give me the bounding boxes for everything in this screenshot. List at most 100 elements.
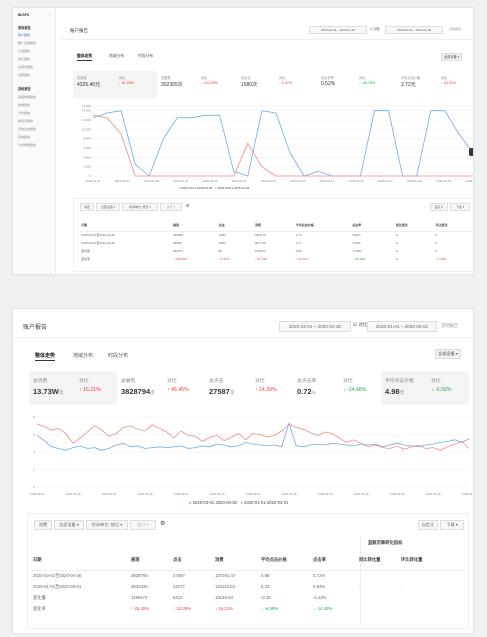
cell: 1580	[218, 233, 226, 238]
compare-checkbox[interactable]: ☑ 对比	[370, 27, 381, 31]
device-select[interactable]: 全部设备 ▾	[96, 203, 120, 211]
compare-checkbox[interactable]: ☑ 对比	[353, 322, 368, 327]
cell: 1648.01	[254, 249, 266, 253]
tab-time[interactable]: 时段分布	[138, 54, 154, 58]
custom-report-link[interactable]: 定制报告	[449, 27, 462, 31]
scroll-tab-icon[interactable]	[469, 148, 473, 156]
expand-select[interactable]: 展开 ▾	[160, 203, 182, 211]
metric-select[interactable]: 消费	[34, 520, 52, 530]
col-header[interactable]: 点击率	[313, 556, 326, 562]
compare-date-range-picker[interactable]: 2025-03-01 ~ 2025-03-28	[385, 26, 443, 34]
col-header: 环比转化量	[401, 556, 423, 562]
tab-region[interactable]: 地域分布	[73, 353, 94, 359]
compare-value: ↓ -14.48%	[343, 387, 367, 393]
compare-label: 对比	[279, 76, 286, 80]
y-tick-label: 2	[33, 468, 35, 472]
y-tick-label: 0	[33, 485, 35, 489]
x-tick-label: 2025.04.17	[319, 179, 334, 183]
sidebar-item[interactable]: 关键词报告	[18, 65, 34, 69]
cell: 0	[395, 257, 398, 261]
tab-time[interactable]: 时段分布	[108, 353, 129, 359]
compare-value: ↑ 53.31%	[441, 81, 456, 85]
metric-card-active[interactable]: 平均点击价格 4.98元 对比 ↓ -6.58%	[381, 371, 469, 405]
sidebar-item[interactable]: 蓝鲸效果报告	[18, 95, 37, 99]
col-header[interactable]: 消费	[215, 556, 224, 562]
metric-label: 总点击	[241, 76, 251, 80]
col-header[interactable]: 消费	[254, 222, 261, 227]
settings-icon[interactable]: ⚙	[186, 203, 190, 208]
col-header[interactable]: 点击	[173, 556, 182, 562]
cell	[358, 603, 400, 614]
metric-card[interactable]: 总展现 302365次 对比 ↑ 203.59%	[157, 71, 238, 98]
sidebar-item[interactable]: 推广监测报告	[18, 41, 37, 45]
tab-overall-trend[interactable]: 整体走势	[35, 353, 56, 361]
metric-card[interactable]: 总消费 13.73W元 对比 ↑ 16.21%	[29, 371, 118, 405]
metric-card[interactable]: 总点击率 0.52% 对比 ↓ -65.29%	[317, 71, 398, 98]
compare-date-range-picker[interactable]: 2020-01-01 ~ 2020-03-01	[367, 321, 437, 332]
download-button[interactable]: 下载 ▾	[440, 520, 464, 530]
compare-value: ↑ 5.37%	[279, 81, 292, 85]
sidebar-item[interactable]: 创意报告	[18, 73, 31, 77]
col-header[interactable]: 平均点击价格	[261, 556, 287, 562]
table-row: 变化率 ↑ 203.59% ↑ 5.37% ↑ 61.54% ↑ 53.31% ↓ -65…	[80, 255, 473, 263]
device-filter[interactable]: 全部设备 ▾	[441, 53, 463, 61]
metric-card[interactable]: 平均点击价格 2.72元 对比 ↑ 53.31%	[397, 71, 473, 98]
tab-overall-trend[interactable]: 整体走势	[77, 54, 93, 61]
x-tick-label: 2025.04.15	[290, 179, 305, 183]
custom-report-link[interactable]: 定制报告	[441, 323, 459, 328]
metric-card[interactable]: 总点击率 0.72% 对比 ↓ -14.48%	[293, 371, 382, 405]
tab-region[interactable]: 地域分布	[109, 54, 125, 58]
metric-card[interactable]: 总消费 4325.46元 对比 ↑ 61.54%	[73, 71, 158, 98]
metric-number: 13.73W	[33, 387, 59, 396]
page-title: 账户报告	[23, 325, 48, 331]
metric-card[interactable]: 总点击 27587次 对比 ↑ 24.39%	[205, 371, 294, 405]
time-unit-select[interactable]: 时间单位: 按日 ▾	[86, 520, 128, 530]
device-select[interactable]: 全部设备 ▾	[54, 520, 84, 530]
date-range-picker[interactable]: 2025-04-01 ~ 2025-04-28	[309, 26, 367, 34]
customize-button[interactable]: 自定义	[418, 520, 438, 530]
sidebar-item[interactable]: 单元报告	[18, 57, 31, 61]
cell: 2020-01-01至2020-03-01	[33, 583, 82, 589]
metrics-strip: 总消费 4325.46元 对比 ↑ 61.54% 总展现 302365次 对比 …	[73, 71, 473, 98]
col-header[interactable]: 展现	[173, 222, 180, 227]
metric-value: 4325.46元	[77, 82, 101, 88]
download-button[interactable]: 下载 ▾	[450, 203, 470, 211]
legend-label: 2025-04-01-2025-04-28	[180, 186, 213, 190]
sidebar-item[interactable]: 定向报告	[18, 135, 31, 139]
collapse-icon[interactable]: «	[49, 12, 51, 16]
settings-icon[interactable]: ⚙	[160, 521, 166, 527]
cell: 1.51%	[352, 241, 361, 245]
sidebar-item-account-report[interactable]: 账户报告	[18, 33, 31, 37]
metric-value: 3828794次	[121, 387, 155, 396]
expand-select[interactable]: 展开 ▾	[130, 520, 156, 530]
cell: 0.95	[295, 249, 302, 253]
metric-label: 总展现	[161, 76, 171, 80]
col-header[interactable]: 平均点击价格	[295, 222, 314, 227]
sidebar-item[interactable]: 无效点击报告	[18, 127, 37, 131]
divider	[360, 536, 361, 626]
sidebar-item[interactable]: 分时报告	[18, 111, 31, 115]
cell: 变化率	[33, 605, 46, 611]
table-row: 2025-04-01至2025-04-28 302365 1580 4325.46 2.…	[80, 231, 473, 239]
metric-value: 302365次	[161, 82, 183, 88]
device-filter[interactable]: 全部设备 ▾	[435, 349, 462, 359]
sidebar-item[interactable]: 计划报告	[18, 49, 31, 53]
cell: 2025-03-01至2025-03-28	[81, 241, 115, 245]
x-tick-label: 2020.03.16	[137, 492, 152, 496]
sidebar-item[interactable]: 地域报告	[18, 103, 31, 107]
col-header[interactable]: 展现	[131, 556, 140, 562]
y-tick-label: 0	[89, 174, 91, 178]
x-tick-label: 2020.03.21	[173, 492, 188, 496]
metric-select[interactable]: 消费	[80, 203, 94, 211]
cell: -	[359, 584, 361, 589]
metric-card[interactable]: 总点击 1580次 对比 ↑ 5.37%	[237, 71, 318, 98]
col-header[interactable]: 点击	[218, 222, 225, 227]
date-range-picker[interactable]: 2020-03-01 ~ 2020-04-30	[279, 321, 351, 332]
metric-card[interactable]: 总展现 3828794次 对比 ↑ 45.45%	[117, 371, 206, 405]
sidebar-group-other: 其他报告	[18, 87, 31, 91]
sidebar-item[interactable]: 搜索词报告	[18, 119, 34, 123]
col-header[interactable]: 点击率	[352, 222, 362, 227]
sidebar-item[interactable]: 计划效果报告	[18, 143, 37, 147]
customize-button[interactable]: 自定义	[430, 203, 448, 211]
time-unit-select[interactable]: 时间单位: 按日 ▾	[122, 203, 158, 211]
